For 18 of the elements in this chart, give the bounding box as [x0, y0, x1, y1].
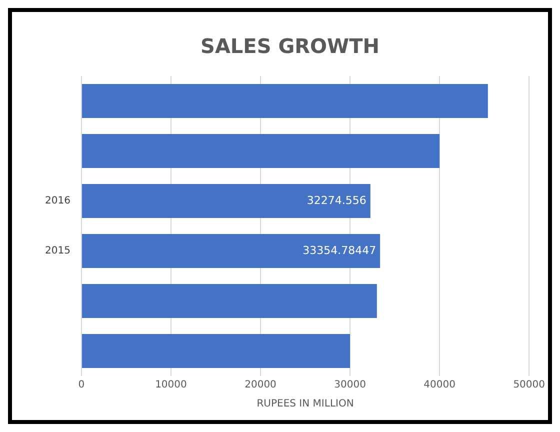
data-label: 33354.78447	[302, 244, 376, 257]
chart-title: SALES GROWTH	[200, 34, 380, 58]
y-tick-label: 2016	[44, 196, 70, 207]
bar	[82, 234, 380, 268]
bar	[82, 334, 350, 368]
x-tick-label: 10000	[155, 380, 187, 391]
x-axis-title: RUPEES IN MILLION	[256, 398, 354, 410]
bar	[82, 284, 377, 318]
x-tick-label: 40000	[424, 380, 456, 391]
y-tick-label: 2015	[44, 246, 70, 257]
x-tick-label: 30000	[334, 380, 366, 391]
x-tick-label: 0	[78, 380, 85, 391]
x-tick-label: 50000	[513, 380, 545, 391]
data-label: 32274.556	[306, 194, 366, 207]
bar	[82, 184, 370, 218]
x-tick-label: 20000	[244, 380, 276, 391]
bar	[82, 84, 488, 118]
bar	[82, 134, 440, 168]
